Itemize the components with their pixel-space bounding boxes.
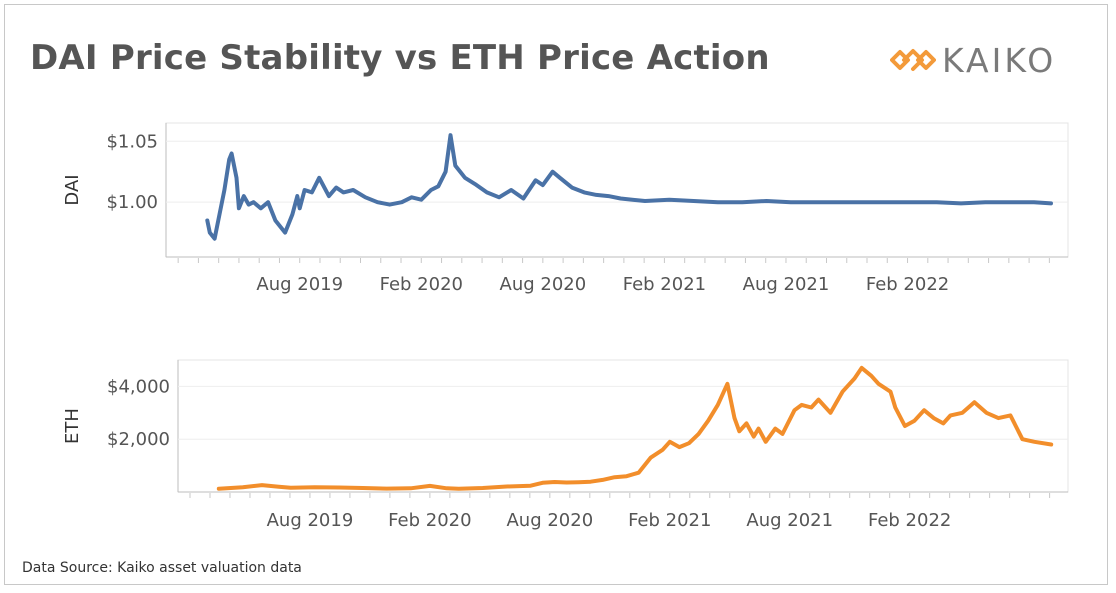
- eth-y-tick-label: $4,000: [107, 376, 170, 397]
- dai-y-tick-label: $1.05: [106, 131, 158, 152]
- eth-chart: $2,000 $4,000 Aug 2019 Feb 2020 Aug 2020 Feb …: [62, 359, 1069, 531]
- eth-x-tick-label: Aug 2020: [506, 510, 593, 531]
- dai-y-axis-label: DAI: [62, 174, 83, 205]
- eth-y-axis-label: ETH: [62, 408, 83, 444]
- dai-plot-area: [165, 122, 1069, 258]
- page-title: DAI Price Stability vs ETH Price Action: [30, 38, 770, 78]
- dai-y-tick-label: $1.00: [106, 192, 158, 213]
- eth-x-tick-label: Aug 2019: [267, 510, 354, 531]
- dai-chart: $1.00 $1.05 Aug 2019 Feb 2020 Aug 2020 Feb 20…: [62, 122, 1069, 295]
- eth-x-tick-label: Feb 2022: [868, 510, 951, 531]
- eth-x-tick-label: Feb 2021: [628, 510, 711, 531]
- eth-x-tick-label: Aug 2021: [746, 510, 833, 531]
- dai-x-tick-label: Feb 2022: [866, 274, 949, 295]
- dai-x-tick-label: Feb 2020: [380, 274, 463, 295]
- kaiko-diamond-icon: [890, 49, 936, 71]
- eth-plot-area: [177, 359, 1069, 493]
- dai-x-tick-label: Feb 2021: [623, 274, 706, 295]
- logo-text: KAIKO: [942, 40, 1057, 80]
- eth-x-tick-label: Feb 2020: [388, 510, 471, 531]
- data-source-note: Data Source: Kaiko asset valuation data: [22, 560, 302, 576]
- dai-x-tick-label: Aug 2019: [256, 274, 343, 295]
- eth-price-line: [216, 365, 1054, 491]
- eth-y-tick-label: $2,000: [107, 429, 170, 450]
- chart-frame: [4, 4, 1108, 585]
- dai-x-tick-label: Aug 2021: [743, 274, 830, 295]
- dai-price-line: [205, 133, 1053, 241]
- dai-x-tick-label: Aug 2020: [500, 274, 587, 295]
- kaiko-logo: KAIKO: [890, 40, 1056, 80]
